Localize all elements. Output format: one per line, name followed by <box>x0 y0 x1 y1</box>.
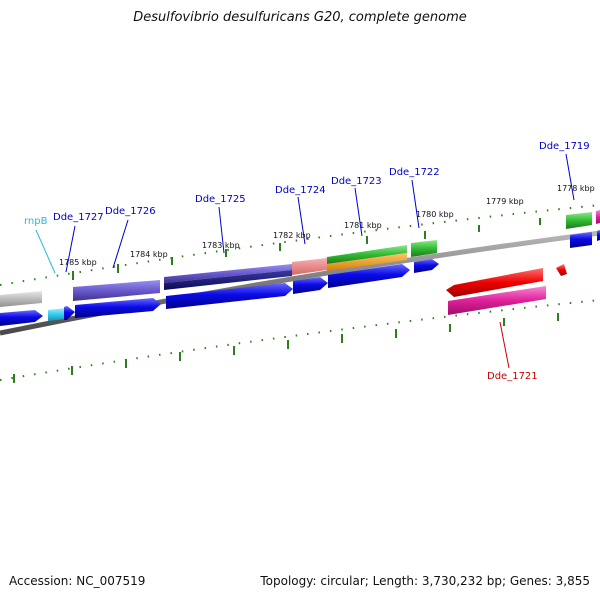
upper-feature-row <box>0 210 600 307</box>
tick-label-1781: 1781 kbp <box>344 221 382 230</box>
cds-arrow-dde-1719[interactable] <box>570 232 592 248</box>
gene-label-dde-1724: Dde_1724 <box>275 185 326 196</box>
tick-label-1778: 1778 kbp <box>557 184 595 193</box>
topology-label: Topology: circular; Length: 3,730,232 bp… <box>260 574 590 588</box>
tick-label-1779: 1779 kbp <box>486 197 524 206</box>
feature-grey[interactable] <box>0 291 42 307</box>
feature-dde-1721-magenta[interactable] <box>448 286 546 315</box>
dde-1727-arrowhead[interactable] <box>64 306 75 320</box>
feature-dde-1725-navy[interactable] <box>164 270 292 290</box>
feature-dde-1723-orange[interactable] <box>327 253 407 271</box>
lower-feature-row <box>0 230 600 326</box>
cds-arrow-dde-1722[interactable] <box>414 259 439 273</box>
cds-small-red[interactable] <box>556 264 567 276</box>
leader-lines <box>35 153 575 369</box>
cds-arrow-edge-right[interactable] <box>597 230 600 241</box>
feature-dde-1723-green[interactable] <box>327 245 407 264</box>
tick-label-1782: 1782 kbp <box>273 231 311 240</box>
map-title: Desulfovibrio desulfuricans G20, complet… <box>133 10 467 25</box>
tick-labels: 1785 kbp 1784 kbp 1783 kbp 1782 kbp 1781… <box>59 184 595 267</box>
cds-arrow-dde-1723[interactable] <box>328 264 410 288</box>
reverse-feature-row <box>446 264 567 315</box>
gene-label-dde-1722: Dde_1722 <box>389 167 440 178</box>
inner-major-ticks <box>13 313 559 383</box>
cds-arrow-dde-1726[interactable] <box>75 298 161 318</box>
gene-label-rnpB: rnpB <box>24 216 48 227</box>
cds-arrow-dde-1725[interactable] <box>166 283 293 309</box>
cds-arrow-dde-1724[interactable] <box>293 277 328 294</box>
gene-label-dde-1723: Dde_1723 <box>331 176 382 187</box>
gene-labels: rnpB Dde_1727 Dde_1726 Dde_1725 Dde_1724… <box>24 141 590 382</box>
tick-label-1783: 1783 kbp <box>202 241 240 250</box>
feature-dde-1726-purple[interactable] <box>73 280 160 301</box>
gene-label-dde-1721: Dde_1721 <box>487 371 538 382</box>
accession-label: Accession: NC_007519 <box>9 574 146 588</box>
tick-label-1780: 1780 kbp <box>416 210 454 219</box>
tick-label-1785: 1785 kbp <box>59 258 97 267</box>
cds-arrow-left-edge[interactable] <box>0 310 43 326</box>
gene-label-dde-1726: Dde_1726 <box>105 206 156 217</box>
cds-arrow-red[interactable] <box>446 268 543 297</box>
feature-dde-1719-green[interactable] <box>566 212 592 229</box>
gene-label-dde-1725: Dde_1725 <box>195 194 246 205</box>
gene-label-dde-1727: Dde_1727 <box>53 212 104 223</box>
feature-dde-1722-green[interactable] <box>411 240 437 257</box>
feature-dde-1725-purple[interactable] <box>164 264 292 283</box>
outer-major-ticks <box>72 218 541 280</box>
gene-label-dde-1719: Dde_1719 <box>539 141 590 152</box>
tick-label-1784: 1784 kbp <box>130 250 168 259</box>
feature-dde-1724-salmon[interactable] <box>292 258 327 275</box>
feature-magenta-top[interactable] <box>596 210 600 224</box>
